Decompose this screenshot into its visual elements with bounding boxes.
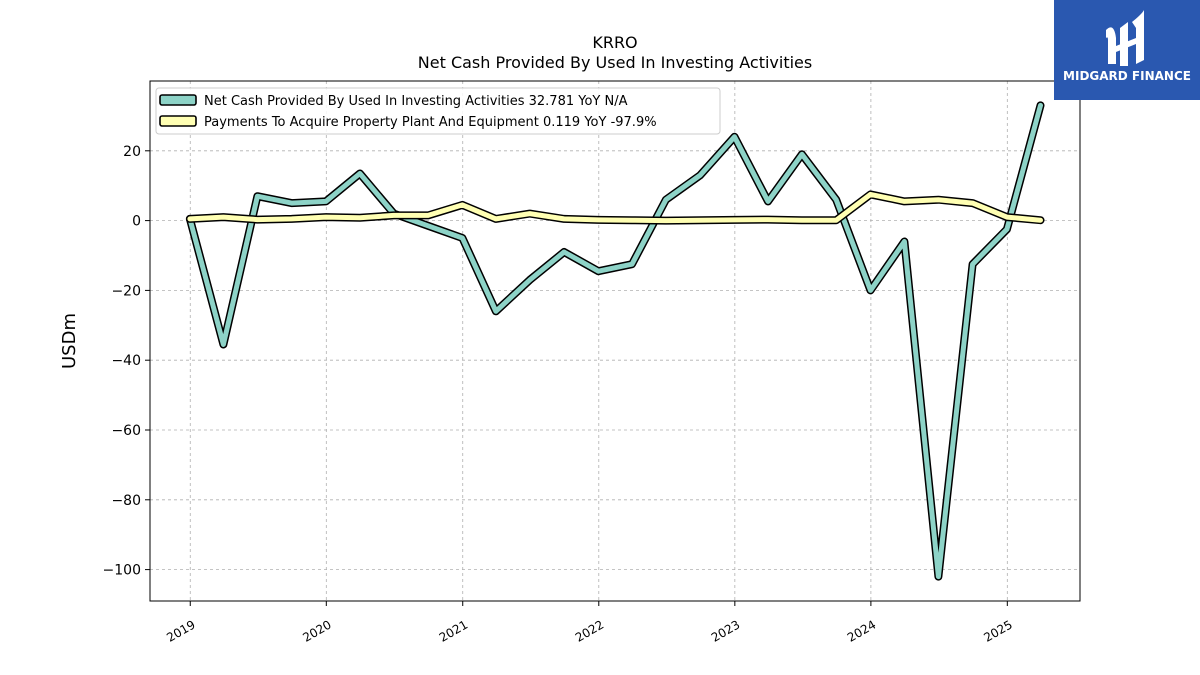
legend-swatch-1 [159,94,197,106]
y-axis: 20 0 −20 −40 −60 −80 −100 [103,144,150,579]
y-tick-label: −100 [103,563,141,579]
brand-mark-icon [1106,10,1144,66]
series-line-2 [187,191,1043,224]
x-axis: 2019 2020 2021 2022 2023 2024 2025 [164,601,1015,645]
y-tick-label: −20 [111,283,141,299]
x-tick-label: 2025 [981,617,1014,644]
y-axis-label: USDm [59,313,80,369]
x-tick-label: 2021 [437,617,470,644]
y-tick-label: −40 [111,353,141,369]
y-tick-label: 20 [123,144,141,160]
legend: Net Cash Provided By Used In Investing A… [155,87,721,135]
legend-box [155,87,721,135]
y-tick-label: 0 [132,214,141,230]
legend-label-1: Net Cash Provided By Used In Investing A… [204,94,628,109]
chart-title: KRRO [592,33,637,52]
x-tick-label: 2020 [300,617,333,644]
legend-swatch-2 [159,115,197,127]
x-tick-label: 2024 [845,617,878,644]
brand-name: MIDGARD FINANCE [1063,69,1191,83]
legend-label-2: Payments To Acquire Property Plant And E… [204,115,657,130]
plot-frame [149,80,1081,602]
chart-subtitle: Net Cash Provided By Used In Investing A… [418,53,812,72]
x-tick-label: 2019 [164,617,197,644]
series-group [185,101,1045,581]
x-tick-label: 2023 [709,617,742,644]
y-tick-label: −80 [111,493,141,509]
series-line-1 [187,102,1043,580]
brand-logo: MIDGARD FINANCE [1054,0,1200,100]
x-tick-label: 2022 [573,617,606,644]
y-tick-label: −60 [111,423,141,439]
